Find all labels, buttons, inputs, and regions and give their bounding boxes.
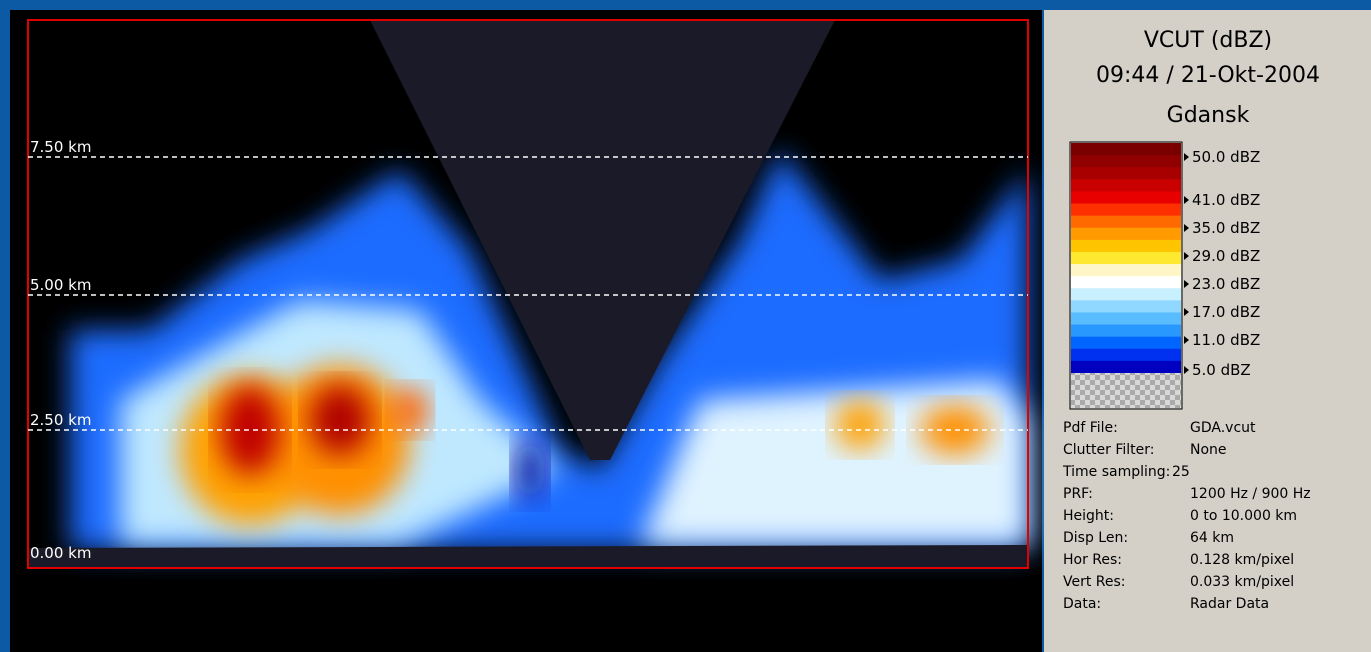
info-key: PRF:: [1063, 486, 1093, 502]
info-key: Hor Res:: [1063, 552, 1122, 568]
legend-band: [1071, 373, 1181, 408]
color-legend: [1070, 142, 1182, 409]
panel-datetime: 09:44 / 21-Okt-2004: [1096, 63, 1320, 88]
legend-band: [1071, 228, 1181, 241]
legend-band: [1071, 276, 1181, 289]
legend-band: [1071, 143, 1181, 156]
info-value: 0.128 km/pixel: [1190, 552, 1294, 568]
info-value: GDA.vcut: [1190, 420, 1256, 436]
legend-band: [1071, 264, 1181, 277]
legend-band: [1071, 240, 1181, 253]
height-label: 2.50 km: [30, 411, 91, 429]
info-key: Pdf File:: [1063, 420, 1118, 436]
height-label: 0.00 km: [30, 544, 91, 562]
info-key: Clutter Filter:: [1063, 442, 1154, 458]
panel-station: Gdansk: [1167, 103, 1250, 128]
info-key: Height:: [1063, 508, 1114, 524]
info-key: Vert Res:: [1063, 574, 1126, 590]
info-value: 64 km: [1190, 530, 1234, 546]
page: 7.50 km 5.00 km 2.50 km 0.00 km VCUT (dB…: [0, 0, 1371, 652]
info-key: Time sampling:: [1062, 464, 1170, 480]
legend-label: 23.0 dBZ: [1192, 275, 1260, 293]
legend-band: [1071, 167, 1181, 180]
legend-band: [1071, 312, 1181, 325]
legend-band: [1071, 300, 1181, 313]
screen: 7.50 km 5.00 km 2.50 km 0.00 km VCUT (dB…: [0, 0, 1371, 652]
legend-band: [1071, 179, 1181, 192]
legend-band: [1071, 349, 1181, 362]
legend-label: 50.0 dBZ: [1192, 148, 1260, 166]
panel-title: VCUT (dBZ): [1144, 28, 1272, 53]
info-key: Disp Len:: [1063, 530, 1128, 546]
legend-band: [1071, 191, 1181, 204]
info-value: None: [1190, 442, 1227, 458]
height-label: 5.00 km: [30, 276, 91, 294]
info-value: 0 to 10.000 km: [1190, 508, 1297, 524]
info-value: 1200 Hz / 900 Hz: [1190, 486, 1311, 502]
legend-band: [1071, 361, 1181, 374]
info-value: Radar Data: [1190, 596, 1269, 612]
legend-band: [1071, 325, 1181, 338]
legend-band: [1071, 252, 1181, 265]
legend-band: [1071, 204, 1181, 217]
info-value: 25: [1172, 464, 1190, 480]
legend-label: 5.0 dBZ: [1192, 361, 1251, 379]
height-label: 7.50 km: [30, 138, 91, 156]
legend-label: 35.0 dBZ: [1192, 219, 1260, 237]
legend-label: 29.0 dBZ: [1192, 247, 1260, 265]
legend-label: 41.0 dBZ: [1192, 191, 1260, 209]
info-key: Data:: [1063, 596, 1101, 612]
legend-band: [1071, 337, 1181, 350]
legend-band: [1071, 216, 1181, 229]
info-value: 0.033 km/pixel: [1190, 574, 1294, 590]
legend-band: [1071, 155, 1181, 168]
legend-label: 17.0 dBZ: [1192, 303, 1260, 321]
legend-label: 11.0 dBZ: [1192, 331, 1260, 349]
legend-band: [1071, 288, 1181, 301]
